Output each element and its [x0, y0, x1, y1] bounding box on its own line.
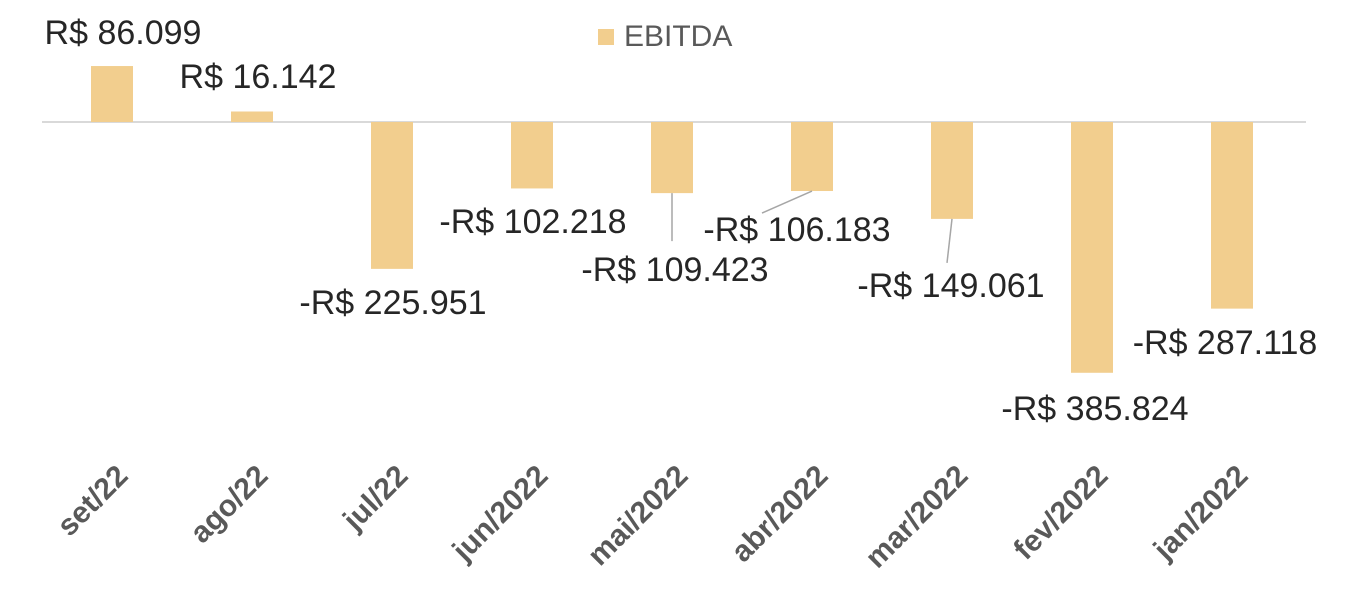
value-label: R$ 86.099 — [45, 14, 202, 52]
x-tick-label: ago/22 — [184, 459, 275, 550]
bar — [1211, 122, 1253, 309]
bar — [651, 122, 693, 194]
value-label: -R$ 102.218 — [439, 203, 626, 241]
leader-line — [761, 190, 813, 214]
x-tick-label: jul/22 — [336, 459, 414, 537]
x-tick-label: fev/2022 — [1007, 459, 1114, 566]
bar — [231, 111, 273, 122]
x-tick-label: mai/2022 — [582, 459, 695, 572]
value-label: -R$ 149.061 — [857, 267, 1044, 305]
x-tick-label: jan/2022 — [1147, 459, 1255, 567]
x-tick-label: jun/2022 — [446, 459, 555, 568]
legend-label: EBITDA — [624, 20, 732, 53]
value-label: -R$ 385.824 — [1001, 390, 1188, 428]
legend-swatch — [598, 29, 614, 45]
x-tick-label: set/22 — [51, 459, 134, 542]
bar — [931, 122, 973, 219]
value-label: -R$ 225.951 — [299, 284, 486, 322]
value-label: -R$ 106.183 — [703, 211, 890, 249]
x-tick-label: abr/2022 — [725, 459, 834, 568]
value-label: R$ 16.142 — [180, 58, 337, 96]
bar — [91, 66, 133, 122]
bar — [1071, 122, 1113, 373]
bar — [371, 122, 413, 269]
value-label: -R$ 109.423 — [581, 251, 768, 289]
leader-line — [946, 218, 953, 263]
bar — [791, 122, 833, 192]
value-label: -R$ 287.118 — [1133, 324, 1318, 362]
bar — [511, 122, 553, 189]
x-tick-label: mar/2022 — [859, 459, 974, 574]
